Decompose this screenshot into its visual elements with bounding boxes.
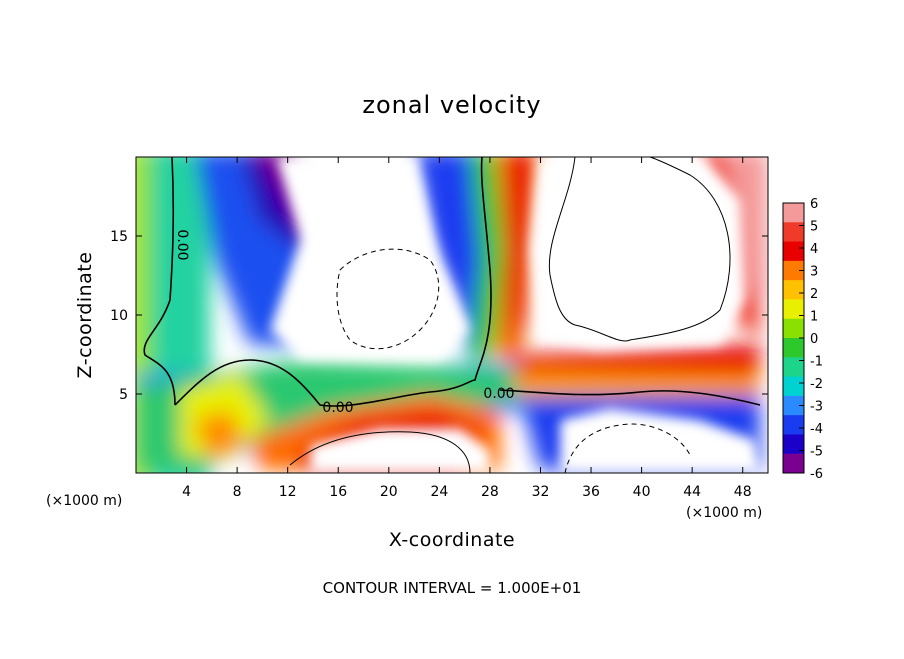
y-axis-label: Z-coordinate xyxy=(74,252,96,379)
contour-zero-middle xyxy=(174,157,492,407)
x-unit-note: (×1000 m) xyxy=(686,505,762,521)
colorbar-tick-label: 3 xyxy=(810,265,818,280)
colorbar-tick-label: 5 xyxy=(810,220,818,235)
colorbar-tick-label: 4 xyxy=(810,242,818,257)
contour-zero-right xyxy=(499,389,761,406)
x-axis-ticks: 4 8 12 16 20 24 28 32 36 40 44 48 xyxy=(182,157,752,500)
colorbar-swatch xyxy=(783,376,804,397)
contour-interval-note: CONTOUR INTERVAL = 1.000E+01 xyxy=(323,579,582,597)
colorbar-tick-label: 6 xyxy=(810,197,818,212)
colorbar-swatch xyxy=(783,203,804,223)
contour-dashed-upper xyxy=(336,248,440,350)
field-blue-column xyxy=(416,157,490,360)
x-tick-label: 8 xyxy=(233,484,242,500)
contour-dashed-lines xyxy=(336,248,691,473)
x-tick-label: 44 xyxy=(683,484,701,500)
heatmap-field xyxy=(136,157,768,473)
colorbar-tick-label: 0 xyxy=(810,332,818,347)
x-tick-label: 12 xyxy=(279,484,297,500)
colorbar-swatch xyxy=(783,280,804,300)
field-red-column xyxy=(505,157,535,360)
field-white-lower-right-hole xyxy=(560,408,760,473)
colorbar: 6 5 4 3 2 1 0 -1 -2 -3 -4 -5 -6 xyxy=(782,197,823,482)
x-tick-label: 40 xyxy=(633,484,651,500)
x-axis-label: X-coordinate xyxy=(389,529,515,551)
colorbar-swatch xyxy=(783,241,804,262)
contour-label: 0.00 xyxy=(174,229,190,260)
x-tick-label: 24 xyxy=(430,484,448,500)
contour-upper-right xyxy=(548,157,731,342)
contour-zero-left xyxy=(143,157,176,406)
colorbar-swatch xyxy=(783,434,804,455)
colorbar-tick-label: 2 xyxy=(810,287,818,302)
field-orange-blob xyxy=(195,410,245,460)
colorbar-swatch xyxy=(783,299,804,320)
chart-title: zonal velocity xyxy=(362,91,541,119)
contour-lines xyxy=(143,157,761,407)
colorbar-swatch xyxy=(783,415,804,435)
contour-thin-lines xyxy=(289,157,731,473)
colorbar-swatch xyxy=(783,453,804,474)
colorbar-tick-label: -5 xyxy=(810,445,823,460)
colorbar-swatch xyxy=(783,338,804,358)
colorbar-swatch xyxy=(783,357,804,378)
x-tick-label: 36 xyxy=(582,484,600,500)
colorbar-tick-label: -6 xyxy=(810,467,823,482)
x-tick-label: 4 xyxy=(182,484,191,500)
y-axis-ticks: 5 10 15 xyxy=(110,229,768,403)
field-white-upper-hole xyxy=(270,157,470,360)
colorbar-swatch xyxy=(783,222,804,243)
x-tick-label: 28 xyxy=(481,484,499,500)
field-white-upper-right-hole xyxy=(530,157,745,350)
colorbar-swatch xyxy=(783,395,804,416)
colorbar-swatch xyxy=(783,318,804,339)
x-tick-label: 48 xyxy=(734,484,752,500)
field-red-jet xyxy=(515,345,760,375)
field-pink-right-edge xyxy=(726,157,768,300)
contour-label: 0.00 xyxy=(322,400,353,416)
colorbar-swatch xyxy=(783,260,804,281)
x-tick-label: 16 xyxy=(329,484,347,500)
y-tick-label: 5 xyxy=(119,387,128,403)
y-unit-note: (×1000 m) xyxy=(46,493,122,509)
colorbar-tick-label: 1 xyxy=(810,310,818,325)
contour-dashed-lower-right xyxy=(564,423,691,473)
x-tick-label: 20 xyxy=(380,484,398,500)
contour-label: 0.00 xyxy=(483,386,514,402)
x-tick-label: 32 xyxy=(532,484,550,500)
y-tick-label: 15 xyxy=(110,229,128,245)
contour-lower-arc xyxy=(289,431,471,473)
colorbar-tick-label: -2 xyxy=(810,377,823,392)
colorbar-tick-label: -1 xyxy=(810,355,823,370)
colorbar-tick-label: -4 xyxy=(810,422,823,437)
field-green-column xyxy=(470,157,505,360)
colorbar-tick-label: -3 xyxy=(810,400,823,415)
y-tick-label: 10 xyxy=(110,308,128,324)
